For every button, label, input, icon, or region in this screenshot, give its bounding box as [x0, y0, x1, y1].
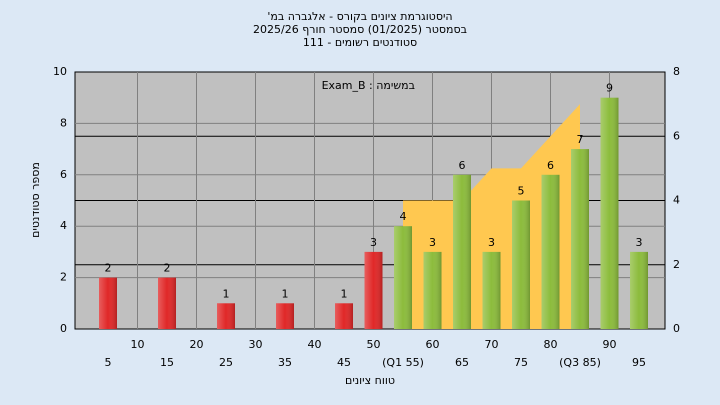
bar-shade	[276, 303, 294, 329]
x-tick-label: 35	[278, 356, 292, 369]
value-label: 5	[518, 185, 525, 198]
value-label: 3	[636, 236, 643, 249]
area	[403, 104, 580, 329]
y2-tick-label: 2	[673, 258, 680, 271]
x-tick-label: 40	[308, 338, 322, 351]
y2-tick-label: 6	[673, 129, 680, 142]
y2-tick-label: 4	[673, 194, 680, 207]
bar-shade	[630, 251, 648, 329]
x-tick-label: 25	[219, 356, 233, 369]
value-label: 2	[105, 262, 112, 275]
x-tick-label: (Q1 55)	[382, 356, 424, 369]
bar-shade	[571, 149, 589, 329]
x-tick-label: 95	[632, 356, 646, 369]
x-tick-label: 5	[105, 356, 112, 369]
title: היסטוגרמת ציונים בקורס - אלגברה במ'	[267, 10, 452, 23]
y-axis-label: מספר סטודנטים	[29, 162, 42, 238]
x-tick-label: 90	[603, 338, 617, 351]
value-label: 3	[370, 236, 377, 249]
x-tick-label: 15	[160, 356, 174, 369]
bar-shade	[482, 251, 501, 329]
bar-shade	[394, 226, 412, 329]
bar-shade	[99, 277, 117, 329]
bar-shade	[158, 277, 176, 329]
value-label: 4	[400, 210, 407, 223]
bar-shade	[364, 251, 383, 329]
annotation: במשימה : Exam_B	[322, 79, 415, 92]
value-label: 6	[459, 159, 466, 172]
x-tick-label: 50	[367, 338, 381, 351]
subtitle: סטודנטים רשומים - 111	[303, 36, 417, 49]
bar-shade	[600, 97, 619, 329]
value-label: 3	[488, 236, 495, 249]
value-label: 7	[577, 133, 584, 146]
x-tick-label: 10	[131, 338, 145, 351]
value-label: 6	[547, 159, 554, 172]
x-tick-label: 20	[190, 338, 204, 351]
y-tick-label: 0	[60, 322, 67, 335]
x-tick-label: 60	[426, 338, 440, 351]
x-tick-label: 70	[485, 338, 499, 351]
y2-tick-label: 0	[673, 322, 680, 335]
value-label: 1	[282, 287, 289, 300]
x-tick-label: 65	[455, 356, 469, 369]
y-tick-label: 10	[53, 65, 67, 78]
x-tick-label: 75	[514, 356, 528, 369]
x-tick-label: (Q3 85)	[559, 356, 601, 369]
y-tick-label: 6	[60, 168, 67, 181]
bar-shade	[217, 303, 235, 329]
value-label: 1	[223, 287, 230, 300]
bar-shade	[423, 251, 442, 329]
y-tick-label: 4	[60, 219, 67, 232]
value-label: 3	[429, 236, 436, 249]
bar-shade	[453, 174, 471, 329]
x-tick-label: 30	[249, 338, 263, 351]
bar-shade	[512, 200, 530, 329]
value-label: 2	[164, 262, 171, 275]
x-tick-label: 80	[544, 338, 558, 351]
bar-shade	[335, 303, 353, 329]
y-tick-label: 2	[60, 271, 67, 284]
x-axis-label: טווח ציונים	[345, 374, 395, 387]
subtitle: בסמסטר (01/2025) סמסטר חורף 2025/26	[253, 23, 467, 36]
value-label: 1	[341, 287, 348, 300]
y-tick-label: 8	[60, 116, 67, 129]
bar-shade	[541, 174, 560, 329]
value-label: 9	[606, 82, 613, 95]
y2-tick-label: 8	[673, 65, 680, 78]
x-tick-label: 45	[337, 356, 351, 369]
